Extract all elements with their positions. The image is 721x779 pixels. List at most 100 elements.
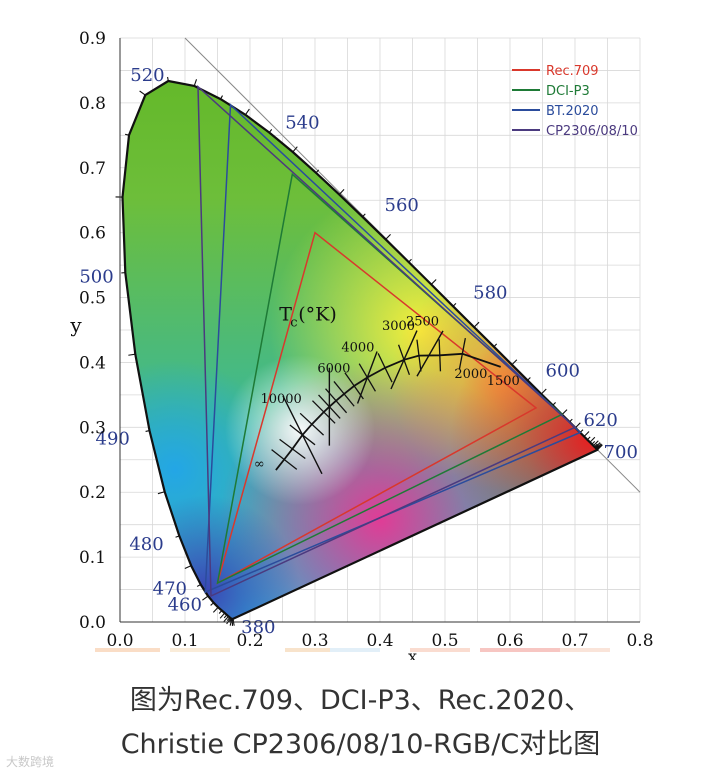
locus-tick: [202, 595, 209, 601]
locus-tick: [212, 606, 219, 613]
locus-tick: [583, 431, 590, 437]
color-strip-segment: [480, 648, 560, 652]
locus-tick: [593, 440, 599, 447]
isotherm-tick: [271, 449, 298, 470]
y-tick-label: 0.7: [79, 159, 106, 179]
locus-tick: [589, 436, 596, 443]
locus-tick: [430, 279, 437, 285]
locus-tick: [292, 146, 298, 153]
gamut-triangles: [197, 84, 582, 598]
locus-tick: [157, 491, 165, 495]
isotherm-label-6000: 6000: [317, 362, 350, 377]
x-tick-label: 0.5: [431, 631, 458, 651]
x-tick-label: 0.8: [626, 631, 653, 651]
x-tick-label: 0.3: [301, 631, 328, 651]
isotherm-label-2500: 2500: [406, 315, 439, 330]
locus-tick: [193, 79, 198, 87]
x-tick-label: 0.2: [236, 631, 263, 651]
wavelength-label-460: 460: [168, 595, 202, 616]
x-axis-label: x: [408, 647, 417, 660]
locus-tick: [220, 95, 224, 100]
locus-tick: [223, 616, 229, 623]
locus-tick: [125, 133, 130, 136]
color-strip-segment: [410, 648, 470, 652]
wavelength-label-580: 580: [473, 282, 507, 303]
locus-tick: [591, 440, 596, 445]
locus-tick: [493, 343, 498, 348]
legend-label-2: BT.2020: [546, 104, 599, 119]
tc-label-t: T: [279, 303, 292, 325]
isotherm-line: [282, 395, 323, 475]
tc-label-unit: (°K): [298, 303, 337, 325]
locus-tick: [561, 409, 568, 415]
locus-tick: [145, 430, 150, 432]
wavelength-label-620: 620: [583, 410, 617, 431]
wavelength-label-470: 470: [153, 578, 187, 599]
locus-tick: [268, 129, 273, 133]
isotherm-tick: [333, 381, 355, 407]
axes: 0.0 0.1 0.2 0.3 0.4 0.5 0.6 0.7 0.8 0.0 0.1 0.2 0.3 0…: [69, 29, 653, 660]
isotherm-line: [416, 330, 444, 377]
locus-tick: [167, 76, 169, 82]
y-tick-label: 0.0: [79, 613, 106, 633]
gamut-rec-709: [216, 231, 538, 585]
locus-tick: [210, 602, 214, 606]
locus-tick: [527, 377, 531, 381]
locus-tick: [540, 388, 547, 395]
y-tick-label: 0.4: [79, 353, 106, 373]
locus-tick: [128, 353, 136, 356]
color-strip-segment: [560, 648, 610, 652]
locus-tick: [315, 169, 320, 174]
color-strip-segment: [330, 648, 380, 652]
locus-tick: [139, 90, 146, 96]
isotherm-tick: [311, 400, 336, 424]
locus-tick: [597, 444, 603, 451]
caption-line-1: 图为Rec.709、DCI-P3、Rec.2020、: [129, 685, 592, 716]
wavelength-label-560: 560: [385, 195, 419, 216]
locus-tick: [596, 445, 600, 450]
locus-tick: [594, 443, 598, 448]
y-tick-label: 0.6: [79, 224, 106, 244]
x-tick-label: 0.6: [496, 631, 523, 651]
color-strip-segment: [285, 648, 330, 652]
isotherm-label-4000: 4000: [341, 340, 374, 355]
wavelength-label-540: 540: [285, 113, 319, 134]
locus-tick: [226, 617, 232, 625]
isotherm-tick: [279, 438, 306, 460]
wavelength-label-520: 520: [130, 65, 164, 86]
locus-tick: [511, 359, 518, 366]
y-tick-label: 0.5: [79, 289, 106, 309]
isotherm-label-10000: 10000: [260, 392, 301, 407]
isotherm-tick: [416, 339, 422, 372]
locus-tick: [552, 402, 556, 406]
x-tick-label: 0.0: [106, 631, 133, 651]
isotherm-tick: [458, 337, 466, 370]
legend: Rec.709 DCI-P3 BT.2020 CP2306/08/10: [512, 64, 638, 139]
locus-tick: [196, 584, 201, 587]
locus-tick: [219, 612, 226, 619]
tc-label-sub: c: [290, 315, 297, 330]
cie-chart: 380460470480490500520540560580600620700 …: [69, 29, 653, 660]
isotherm-tick: [438, 339, 442, 372]
isotherm-line: [390, 330, 418, 390]
x-tick-label: 0.1: [171, 631, 198, 651]
isotherm-label-infinity: ∞: [254, 457, 265, 472]
locus-tick: [218, 610, 223, 614]
wavelength-label-480: 480: [129, 534, 163, 555]
y-tick-label: 0.9: [79, 29, 106, 49]
legend-label-3: CP2306/08/10: [546, 124, 638, 139]
locus-tick: [569, 418, 573, 423]
legend-label-0: Rec.709: [546, 64, 599, 79]
isotherm-tick: [299, 412, 325, 436]
locus-tick: [473, 321, 480, 328]
legend-label-1: DCI-P3: [546, 84, 590, 99]
x-tick-label: 0.4: [366, 631, 393, 651]
y-axis-label: y: [69, 313, 82, 337]
y-tick-label: 0.1: [79, 548, 106, 568]
locus-tick: [595, 443, 602, 449]
locus-tick: [244, 108, 250, 116]
isotherm-tick: [377, 353, 393, 383]
isotherm-label-3000: 3000: [382, 319, 415, 334]
